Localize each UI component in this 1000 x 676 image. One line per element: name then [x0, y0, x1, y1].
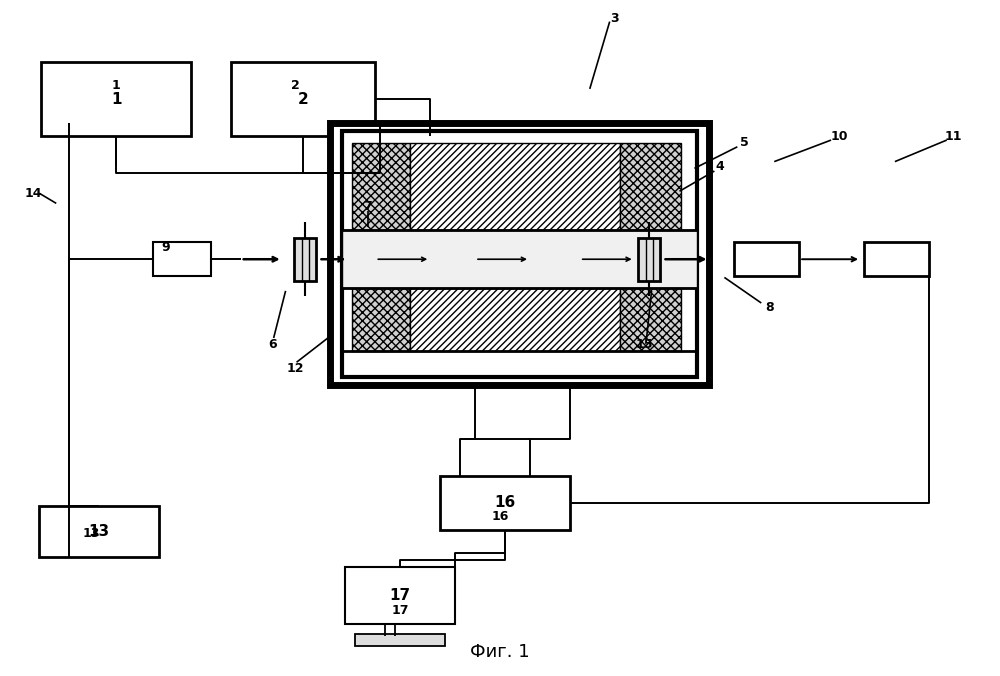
Text: 16: 16 [494, 496, 516, 510]
Bar [638, 238, 660, 281]
Text: 11: 11 [945, 130, 962, 143]
Text: 4: 4 [715, 160, 724, 173]
Text: 12: 12 [287, 362, 304, 375]
Bar [342, 130, 697, 377]
Text: 17: 17 [390, 588, 411, 603]
Text: 9: 9 [162, 241, 170, 254]
Text: 15: 15 [636, 338, 653, 352]
Bar [410, 143, 620, 231]
Bar [440, 476, 570, 530]
Text: 13: 13 [82, 527, 100, 539]
Text: 2: 2 [298, 91, 308, 107]
Bar [342, 231, 697, 287]
Bar [345, 567, 455, 624]
Bar [231, 62, 375, 136]
Bar [355, 634, 445, 646]
Bar [41, 62, 191, 136]
Text: 13: 13 [89, 524, 110, 539]
Text: 5: 5 [740, 137, 749, 149]
Bar [39, 506, 159, 557]
Text: Фиг. 1: Фиг. 1 [470, 643, 530, 661]
Bar [330, 122, 709, 385]
Text: 16: 16 [491, 510, 509, 523]
Text: 3: 3 [610, 11, 619, 25]
Text: 10: 10 [830, 130, 848, 143]
Text: 2: 2 [291, 79, 300, 92]
Bar [620, 143, 681, 231]
Text: 14: 14 [25, 187, 42, 199]
Bar [294, 238, 316, 281]
Text: 1: 1 [111, 91, 121, 107]
Bar [864, 243, 929, 276]
Bar [352, 143, 410, 231]
Bar [410, 287, 620, 352]
Bar [153, 243, 211, 276]
Text: 17: 17 [392, 604, 409, 617]
Text: 7: 7 [363, 200, 372, 213]
Text: 6: 6 [268, 338, 277, 352]
Text: 8: 8 [765, 301, 774, 314]
Bar [620, 287, 681, 352]
Bar [734, 243, 799, 276]
Text: 1: 1 [112, 79, 120, 92]
Bar [352, 287, 410, 352]
